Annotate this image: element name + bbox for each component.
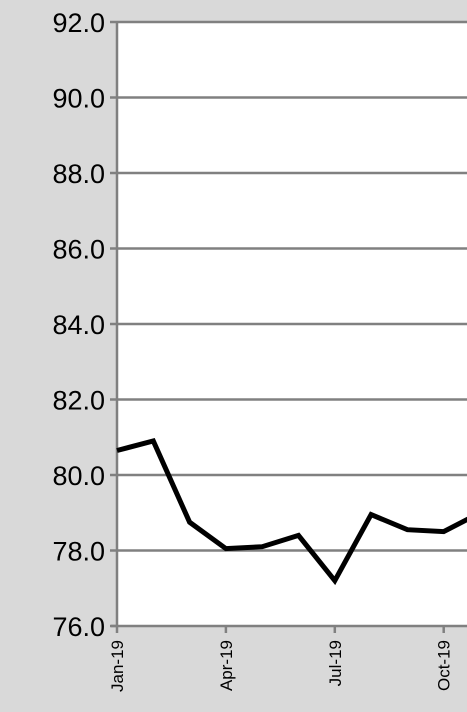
y-tick-label: 88.0 xyxy=(52,159,105,189)
y-tick-label: 80.0 xyxy=(52,461,105,491)
y-tick-label: 86.0 xyxy=(52,235,105,265)
x-tick-label: Oct-19 xyxy=(435,640,454,691)
axes xyxy=(110,20,467,633)
y-axis-tick-labels: 76.0 78.0 80.0 82.0 84.0 86.0 88.0 90.0 92.0 xyxy=(52,8,105,642)
y-tick-label: 90.0 xyxy=(52,84,105,114)
y-tick-label: 76.0 xyxy=(52,612,105,642)
y-tick-label: 84.0 xyxy=(52,310,105,340)
x-axis-tick-labels: Jan-19Apr-19Jul-19Oct-19Jan-20Apr-20Jul-… xyxy=(108,640,454,692)
x-tick-label: Jan-19 xyxy=(108,640,127,692)
series-line xyxy=(116,438,467,586)
series-group xyxy=(116,438,467,586)
x-tick-label: Apr-19 xyxy=(217,640,236,691)
y-tick-label: 82.0 xyxy=(52,386,105,416)
gridlines xyxy=(117,20,467,552)
y-tick-label: 78.0 xyxy=(52,537,105,567)
x-tick-label: Jul-19 xyxy=(326,640,345,686)
y-tick-label: 92.0 xyxy=(52,8,105,38)
